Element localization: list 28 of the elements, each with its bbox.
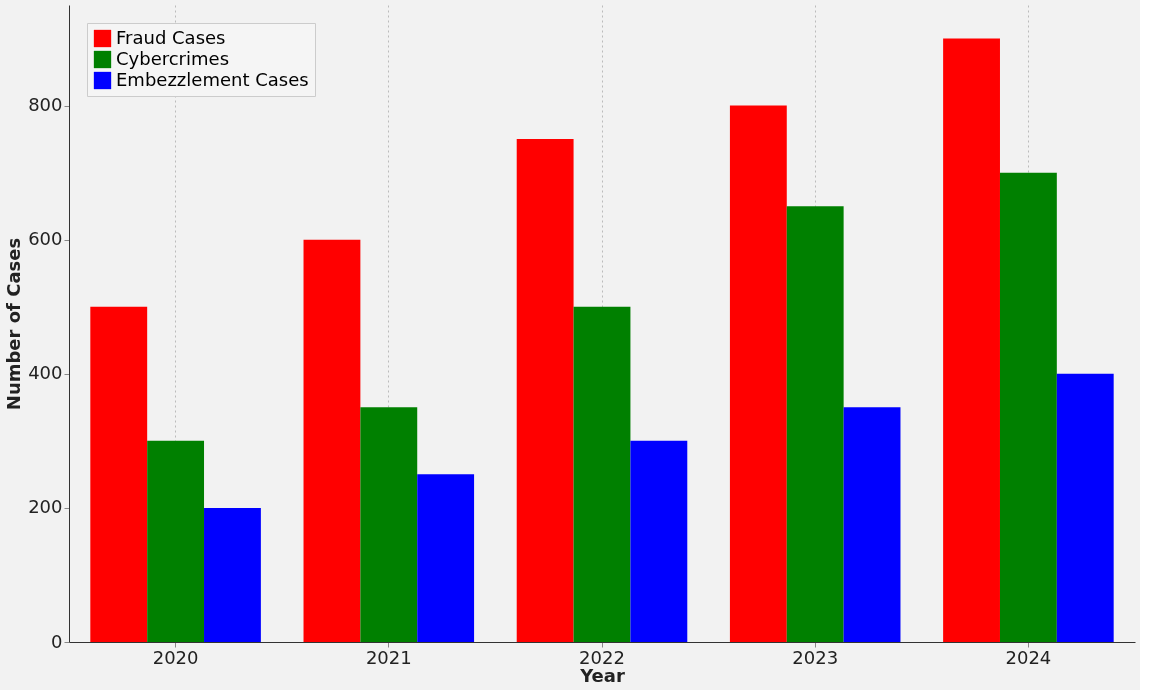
bar [943,38,1000,642]
y-tick-label: 800 [28,94,63,116]
bar [729,105,787,642]
bar [786,206,844,642]
y-tick-label: 400 [28,362,63,384]
x-tick-label: 2021 [365,646,412,668]
bar [147,440,205,642]
bar [360,407,418,642]
legend-label: Cybercrimes [116,47,230,69]
bar [303,239,361,642]
y-tick-label: 0 [51,630,63,652]
bar [516,139,574,642]
y-tick-label: 600 [28,228,63,250]
y-tick-label: 200 [28,496,63,518]
bar [630,440,688,642]
bar [843,407,901,642]
x-tick-label: 2023 [792,646,839,668]
bar [90,306,148,642]
bar [1056,373,1114,642]
y-axis-title: Number of Cases [3,237,25,411]
bar [204,507,261,642]
legend-label: Fraud Cases [116,26,226,48]
legend-label: Embezzlement Cases [116,68,309,90]
bar [417,474,475,642]
x-tick-label: 2024 [1005,646,1052,668]
bar [573,306,631,642]
bar [999,172,1057,642]
x-tick-label: 2020 [152,646,199,668]
